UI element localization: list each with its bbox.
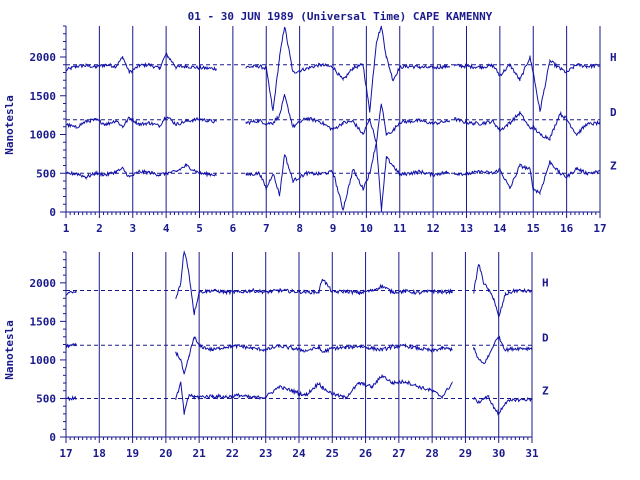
x-tick-label: 2 [96,222,103,235]
y-tick-label: 1000 [30,129,57,142]
x-tick-label: 13 [460,222,473,235]
x-tick-label: 11 [393,222,407,235]
x-tick-label: 24 [292,447,306,460]
x-tick-label: 25 [326,447,339,460]
x-tick-label: 1 [63,222,70,235]
y-axis-label-bottom: Nanotesla [3,320,16,380]
x-tick-label: 10 [360,222,373,235]
x-tick-label: 7 [263,222,270,235]
series-z-trace [65,374,533,416]
series-z-trace [65,142,601,212]
y-tick-label: 500 [36,167,56,180]
series-h-trace [65,25,601,113]
component-label-d: D [542,331,549,344]
component-label-z: Z [610,159,617,172]
x-tick-label: 19 [126,447,139,460]
x-tick-label: 12 [427,222,440,235]
x-tick-label: 9 [330,222,337,235]
x-tick-label: 27 [392,447,405,460]
y-tick-label: 2000 [30,51,57,64]
series-d-trace [65,335,533,375]
y-tick-label: 500 [36,392,56,405]
x-tick-label: 22 [226,447,239,460]
y-tick-label: 1500 [30,315,57,328]
x-tick-label: 26 [359,447,373,460]
x-tick-label: 4 [163,222,170,235]
x-tick-label: 17 [593,222,606,235]
y-tick-label: 1500 [30,90,57,103]
component-label-h: H [542,277,549,290]
x-tick-label: 17 [59,447,72,460]
x-tick-label: 20 [159,447,172,460]
component-label-z: Z [542,384,549,397]
x-tick-label: 5 [196,222,203,235]
chart-title: 01 - 30 JUN 1989 (Universal Time) CAPE K… [188,10,493,23]
x-tick-label: 28 [426,447,439,460]
y-tick-label: 0 [49,206,56,219]
x-tick-label: 23 [259,447,272,460]
x-tick-label: 31 [525,447,539,460]
x-tick-label: 3 [129,222,136,235]
y-axis-label-top: Nanotesla [3,95,16,155]
panel-2: 0 500 1000 1500 2000 17 18 19 20 21 22 23 24 25 26 27 28… [30,250,549,460]
x-tick-label: 18 [93,447,106,460]
x-tick-label: 21 [193,447,207,460]
x-tick-label: 15 [527,222,540,235]
x-tick-label: 30 [492,447,505,460]
x-tick-label: 8 [296,222,303,235]
component-label-d: D [610,106,617,119]
y-tick-label: 1000 [30,354,57,367]
series-d-trace [66,93,601,143]
x-tick-label: 14 [493,222,507,235]
y-tick-label: 0 [49,431,56,444]
x-tick-label: 29 [459,447,472,460]
series-h-trace [65,250,532,319]
y-tick-label: 2000 [30,277,57,290]
x-tick-label: 16 [560,222,574,235]
component-label-h: H [610,51,617,64]
x-tick-label: 6 [230,222,237,235]
